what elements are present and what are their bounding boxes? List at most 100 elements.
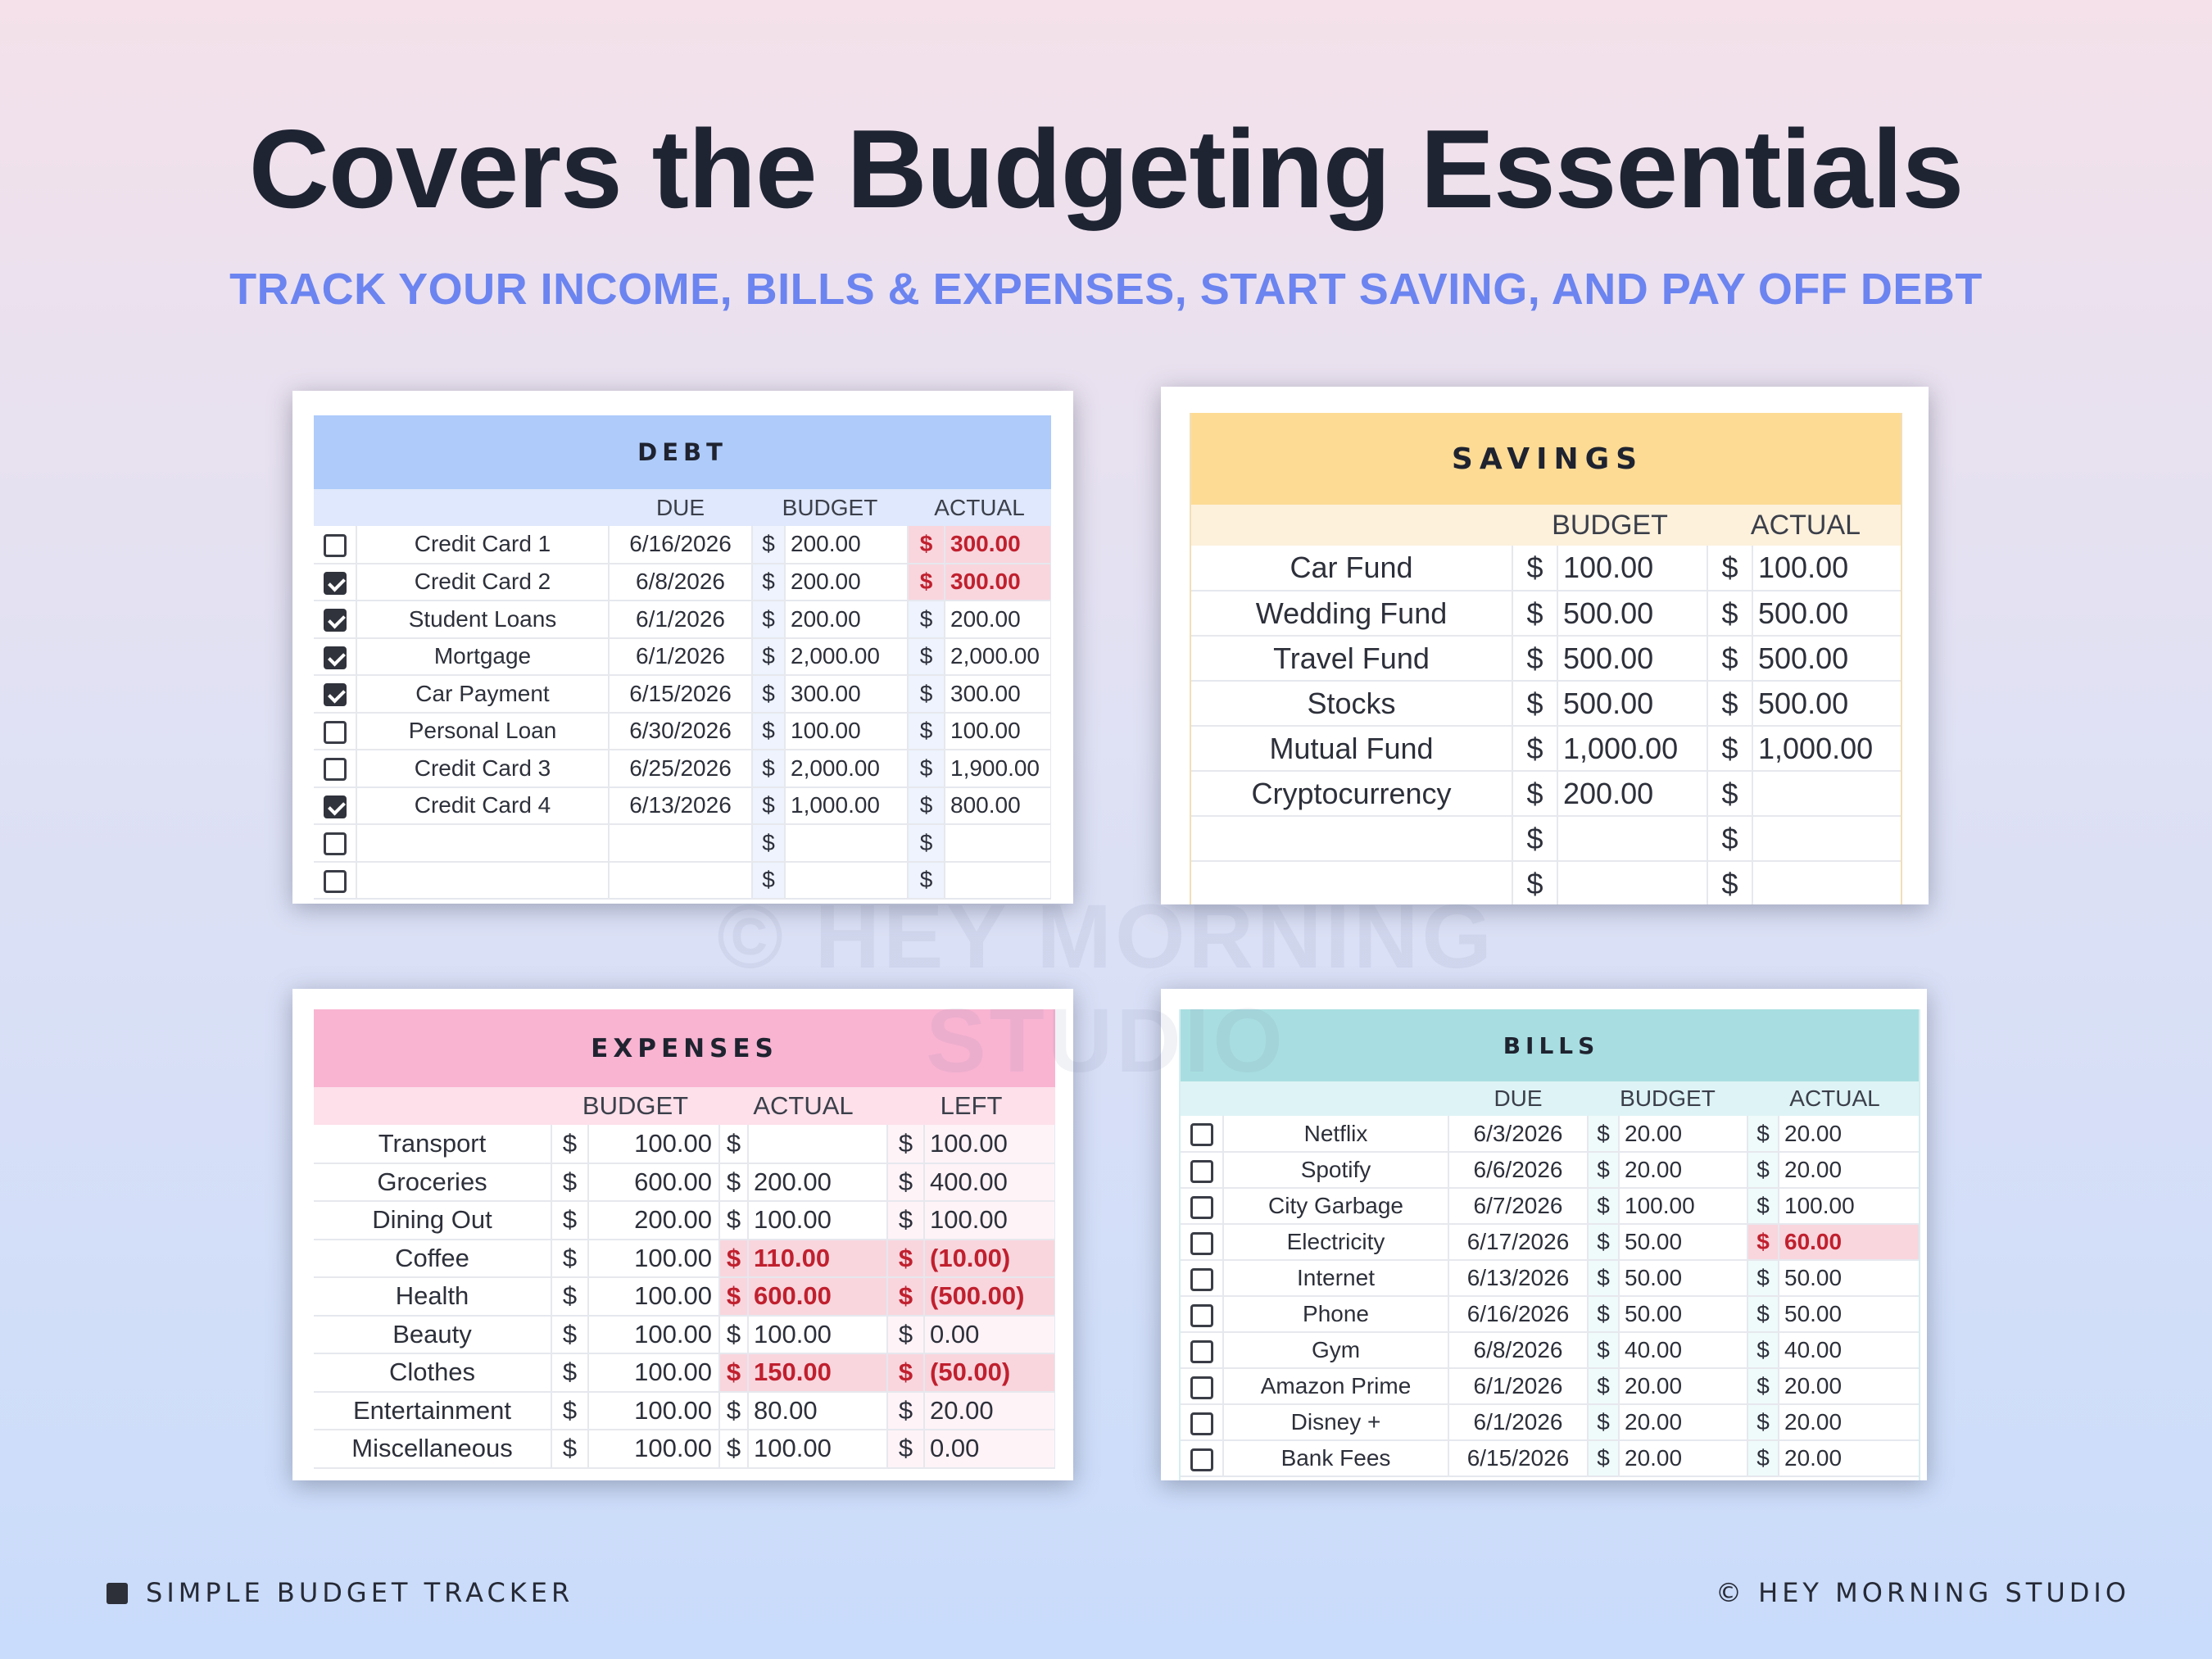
expense-budget: 100.00 xyxy=(588,1353,720,1393)
bill-paid-checkbox[interactable] xyxy=(1181,1152,1224,1189)
debt-paid-checkbox[interactable] xyxy=(314,563,357,601)
debt-actual-currency: $ xyxy=(908,563,945,601)
footer-left-label: SIMPLE BUDGET TRACKER xyxy=(146,1577,574,1608)
bill-paid-checkbox[interactable] xyxy=(1181,1332,1224,1369)
checkbox-checked-icon[interactable] xyxy=(323,571,347,595)
debt-name: Car Payment xyxy=(356,675,610,714)
checkbox-unchecked-icon[interactable] xyxy=(1190,1195,1213,1219)
debt-actual-currency: $ xyxy=(908,786,945,825)
expenses-row: Coffee $100.00 $110.00 $ (10.00) xyxy=(314,1239,1055,1278)
checkbox-unchecked-icon[interactable] xyxy=(323,533,347,557)
debt-paid-checkbox[interactable] xyxy=(314,601,357,639)
expense-actual: 100.00 xyxy=(748,1315,888,1354)
debt-row: $ $ xyxy=(314,824,1051,863)
checkbox-unchecked-icon[interactable] xyxy=(323,832,347,856)
checkbox-checked-icon[interactable] xyxy=(323,683,347,707)
debt-paid-checkbox[interactable] xyxy=(314,637,357,676)
expense-left: (50.00) xyxy=(924,1353,1055,1393)
bill-actual-currency: $ xyxy=(1747,1404,1779,1441)
bills-title: BILLS xyxy=(1503,1031,1600,1059)
savings-actual: 500.00 xyxy=(1752,681,1901,727)
checkbox-unchecked-icon[interactable] xyxy=(323,869,347,893)
bill-paid-checkbox[interactable] xyxy=(1181,1440,1224,1477)
debt-due: 6/1/2026 xyxy=(609,637,753,676)
debt-due: 6/8/2026 xyxy=(609,563,753,601)
bill-paid-checkbox[interactable] xyxy=(1181,1260,1224,1297)
expense-actual-currency: $ xyxy=(719,1315,749,1354)
savings-rows: Car Fund $100.00 $100.00 Wedding Fund $500.0… xyxy=(1191,546,1901,904)
checkbox-checked-icon[interactable] xyxy=(323,609,347,632)
debt-due: 6/30/2026 xyxy=(609,712,753,750)
debt-name: Student Loans xyxy=(356,601,610,639)
debt-budget: 200.00 xyxy=(785,563,909,601)
debt-budget: 200.00 xyxy=(785,526,909,564)
debt-paid-checkbox[interactable] xyxy=(314,675,357,714)
checkbox-unchecked-icon[interactable] xyxy=(1190,1231,1213,1255)
debt-name: Credit Card 4 xyxy=(356,786,610,825)
savings-budget-currency: $ xyxy=(1512,726,1558,772)
expense-name: Entertainment xyxy=(314,1391,552,1430)
bill-actual: 20.00 xyxy=(1779,1404,1919,1441)
debt-actual-currency: $ xyxy=(908,712,945,750)
square-icon xyxy=(107,1583,128,1604)
expenses-title: EXPENSES xyxy=(591,1033,778,1063)
expenses-header-budget: BUDGET xyxy=(582,1091,689,1120)
savings-row: Car Fund $100.00 $100.00 xyxy=(1191,546,1901,592)
bill-paid-checkbox[interactable] xyxy=(1181,1188,1224,1225)
checkbox-unchecked-icon[interactable] xyxy=(1190,1339,1213,1363)
expense-budget-currency: $ xyxy=(551,1125,589,1164)
expense-actual-currency: $ xyxy=(719,1430,749,1469)
savings-row: $ $ xyxy=(1191,816,1901,862)
bill-budget-currency: $ xyxy=(1588,1404,1620,1441)
bill-actual: 100.00 xyxy=(1779,1188,1919,1225)
bill-paid-checkbox[interactable] xyxy=(1181,1368,1224,1405)
savings-actual: 1,000.00 xyxy=(1752,726,1901,772)
savings-budget-currency: $ xyxy=(1512,771,1558,817)
expense-left-currency: $ xyxy=(887,1239,925,1278)
bill-paid-checkbox[interactable] xyxy=(1181,1224,1224,1261)
checkbox-unchecked-icon[interactable] xyxy=(1190,1412,1213,1435)
checkbox-unchecked-icon[interactable] xyxy=(1190,1267,1213,1291)
debt-paid-checkbox[interactable] xyxy=(314,712,357,750)
bill-paid-checkbox[interactable] xyxy=(1181,1116,1224,1153)
checkbox-unchecked-icon[interactable] xyxy=(1190,1123,1213,1147)
debt-paid-checkbox[interactable] xyxy=(314,824,357,863)
checkbox-unchecked-icon[interactable] xyxy=(1190,1376,1213,1399)
checkbox-checked-icon[interactable] xyxy=(323,646,347,669)
checkbox-unchecked-icon[interactable] xyxy=(1190,1159,1213,1183)
debt-due: 6/16/2026 xyxy=(609,526,753,564)
bill-budget: 50.00 xyxy=(1619,1296,1748,1333)
checkbox-unchecked-icon[interactable] xyxy=(323,758,347,782)
expense-actual: 150.00 xyxy=(748,1353,888,1393)
debt-actual-currency: $ xyxy=(908,824,945,863)
savings-name: Stocks xyxy=(1191,681,1513,727)
bill-paid-checkbox[interactable] xyxy=(1181,1296,1224,1333)
savings-name xyxy=(1191,816,1513,862)
bill-paid-checkbox[interactable] xyxy=(1181,1404,1224,1441)
checkbox-unchecked-icon[interactable] xyxy=(323,720,347,744)
checkbox-unchecked-icon[interactable] xyxy=(1190,1303,1213,1327)
debt-row: Credit Card 4 6/13/2026 $1,000.00 $800.00 xyxy=(314,786,1051,825)
bill-actual: 20.00 xyxy=(1779,1368,1919,1405)
bill-budget: 20.00 xyxy=(1619,1404,1748,1441)
bill-actual-currency: $ xyxy=(1747,1224,1779,1261)
bill-budget-currency: $ xyxy=(1588,1188,1620,1225)
expense-left: 100.00 xyxy=(924,1125,1055,1164)
savings-name: Cryptocurrency xyxy=(1191,771,1513,817)
checkbox-checked-icon[interactable] xyxy=(323,795,347,818)
debt-actual-currency: $ xyxy=(908,750,945,788)
bill-name: Electricity xyxy=(1223,1224,1449,1261)
checkbox-unchecked-icon[interactable] xyxy=(1190,1448,1213,1471)
expense-left-currency: $ xyxy=(887,1125,925,1164)
expense-left: 400.00 xyxy=(924,1163,1055,1202)
debt-paid-checkbox[interactable] xyxy=(314,526,357,564)
debt-budget-currency: $ xyxy=(752,786,786,825)
debt-budget-currency: $ xyxy=(752,563,786,601)
debt-paid-checkbox[interactable] xyxy=(314,861,357,900)
savings-actual-currency: $ xyxy=(1707,816,1753,862)
bill-budget-currency: $ xyxy=(1588,1440,1620,1477)
debt-paid-checkbox[interactable] xyxy=(314,750,357,788)
debt-paid-checkbox[interactable] xyxy=(314,786,357,825)
savings-budget-currency: $ xyxy=(1512,546,1558,592)
bill-due: 6/15/2026 xyxy=(1448,1440,1589,1477)
